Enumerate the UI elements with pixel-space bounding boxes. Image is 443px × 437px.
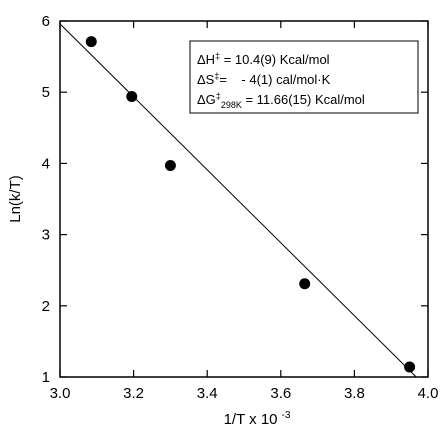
annotation-frame (189, 40, 419, 114)
y-tick-label: 3 (42, 227, 50, 244)
fit-line (59, 23, 417, 378)
annotation-box: ΔH‡ = 10.4(9) Kcal/mol ΔS‡= - 4(1) cal/m… (189, 40, 419, 114)
x-axis-title: 1/T x 10 -3 (224, 410, 291, 428)
ticks (59, 20, 429, 378)
y-tick-labels: 1 2 3 4 5 6 (42, 13, 50, 386)
x-tick-labels: 3.0 3.2 3.4 3.6 3.8 4.0 (50, 385, 439, 402)
y-tick-label: 6 (42, 13, 50, 30)
y-tick-label: 1 (42, 369, 50, 386)
data-point (404, 361, 416, 373)
annotation-ds: ΔS‡= - 4(1) cal/mol·K (197, 71, 331, 87)
x-tick-label: 3.6 (270, 385, 291, 402)
data-points (85, 36, 416, 373)
data-point (126, 90, 138, 102)
y-tick-label: 5 (42, 84, 50, 101)
annotation-dh: ΔH‡ = 10.4(9) Kcal/mol (197, 51, 330, 67)
x-tick-label: 3.8 (344, 385, 365, 402)
x-tick-label: 3.4 (197, 385, 218, 402)
y-tick-label: 2 (42, 298, 50, 315)
annotation-dg: ΔG‡298K = 11.66(15) Kcal/mol (197, 91, 365, 110)
x-tick-label: 4.0 (418, 385, 439, 402)
data-point (85, 36, 97, 48)
data-point (299, 278, 311, 290)
plot-frame (59, 20, 429, 378)
y-axis-title: Ln(k/T) (7, 175, 24, 223)
data-point (164, 160, 176, 172)
x-tick-label: 3.2 (123, 385, 144, 402)
x-tick-label: 3.0 (50, 385, 71, 402)
y-tick-label: 4 (42, 155, 50, 172)
